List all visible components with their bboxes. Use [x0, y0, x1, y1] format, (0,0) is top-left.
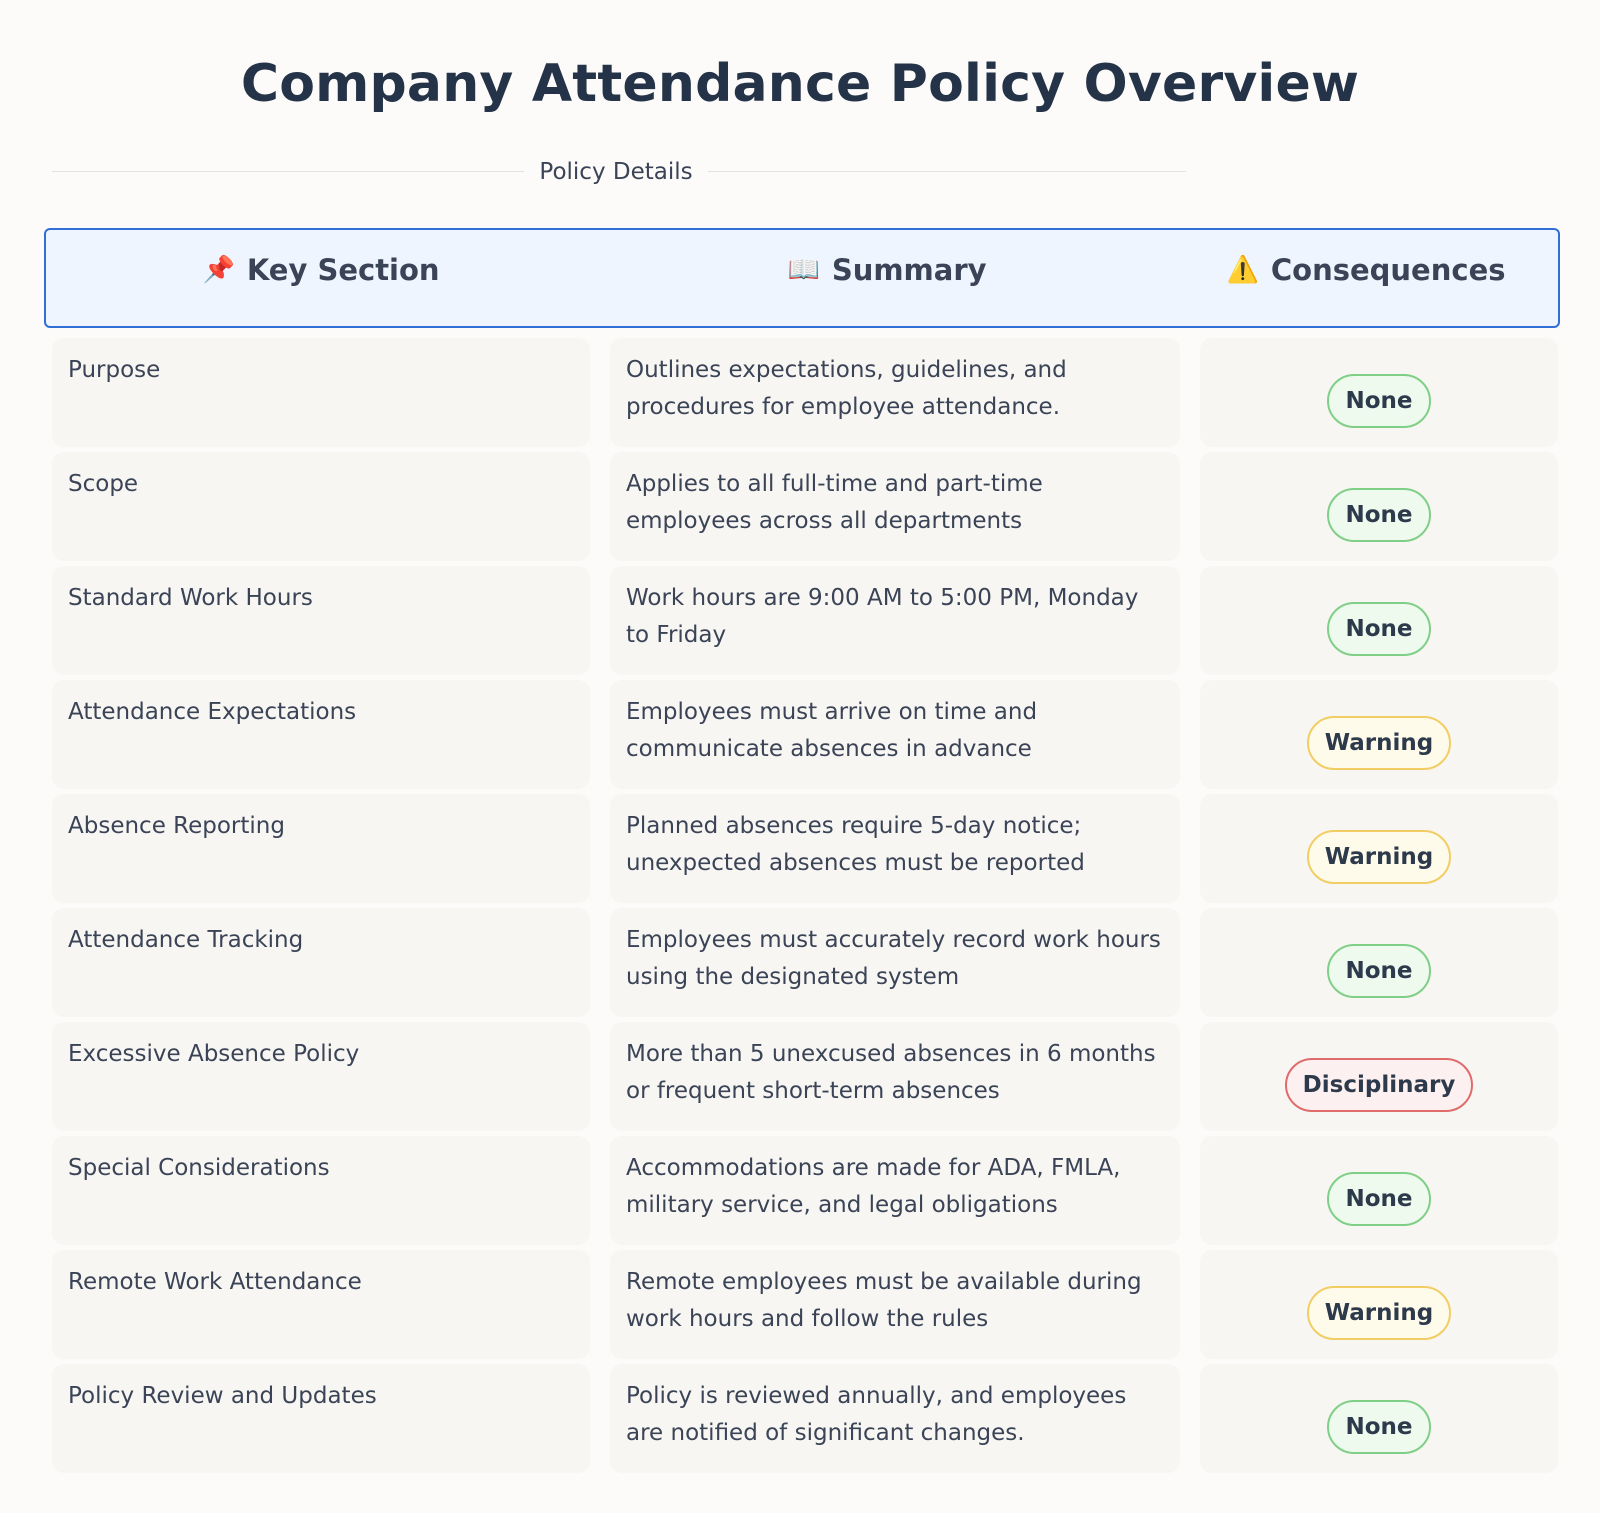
key-section-cell: Attendance Expectations — [52, 680, 590, 789]
consequence-badge: None — [1327, 601, 1431, 656]
consequence-cell: None — [1200, 908, 1558, 1017]
key-section-text: Remote Work Attendance — [68, 1269, 362, 1295]
summary-cell: Applies to all full-time and part-time e… — [610, 452, 1180, 561]
consequence-cell: Disciplinary — [1200, 1022, 1558, 1131]
column-header-label: Key Section — [246, 253, 440, 287]
summary-text: More than 5 unexcused absences in 6 mont… — [626, 1041, 1156, 1104]
consequence-cell: None — [1200, 452, 1558, 561]
summary-text: Work hours are 9:00 AM to 5:00 PM, Monda… — [626, 585, 1139, 648]
key-section-text: Attendance Tracking — [68, 927, 304, 953]
summary-cell: More than 5 unexcused absences in 6 mont… — [610, 1022, 1180, 1131]
summary-text: Employees must accurately record work ho… — [626, 927, 1161, 990]
key-section-text: Standard Work Hours — [68, 585, 313, 611]
key-section-text: Attendance Expectations — [68, 699, 357, 725]
column-header-label: Summary — [831, 253, 987, 287]
section-divider: Policy Details — [52, 150, 1186, 194]
summary-text: Policy is reviewed annually, and employe… — [626, 1383, 1127, 1446]
column-header-summary: 📖 Summary — [601, 250, 1173, 290]
column-header-key-section: 📌 Key Section — [54, 250, 588, 290]
table-row: Excessive Absence Policy More than 5 unex… — [52, 1022, 1558, 1131]
summary-text: Applies to all full-time and part-time e… — [626, 471, 1043, 534]
table-header: 📌 Key Section 📖 Summary ⚠️ Consequences — [44, 228, 1560, 328]
pushpin-icon: 📌 — [202, 255, 235, 285]
table-row: Standard Work Hours Work hours are 9:00 A… — [52, 566, 1558, 675]
key-section-text: Excessive Absence Policy — [68, 1041, 360, 1067]
column-header-label: Consequences — [1270, 253, 1506, 287]
consequence-cell: Warning — [1200, 680, 1558, 789]
table-row: Absence Reporting Planned absences requir… — [52, 794, 1558, 903]
key-section-text: Purpose — [68, 357, 161, 383]
column-header-consequences: ⚠️ Consequences — [1186, 250, 1546, 290]
summary-text: Remote employees must be available durin… — [626, 1269, 1142, 1332]
consequence-badge: None — [1327, 1171, 1431, 1226]
page-title: Company Attendance Policy Overview — [240, 54, 1360, 114]
summary-cell: Work hours are 9:00 AM to 5:00 PM, Monda… — [610, 566, 1180, 675]
summary-text: Planned absences require 5-day notice; u… — [626, 813, 1085, 876]
key-section-cell: Remote Work Attendance — [52, 1250, 590, 1359]
consequence-cell: None — [1200, 338, 1558, 447]
key-section-text: Scope — [68, 471, 139, 497]
key-section-cell: Standard Work Hours — [52, 566, 590, 675]
key-section-cell: Purpose — [52, 338, 590, 447]
table-row: Scope Applies to all full-time and part-t… — [52, 452, 1558, 561]
warning-icon: ⚠️ — [1226, 255, 1259, 285]
consequence-badge: Disciplinary — [1284, 1057, 1474, 1112]
open-book-icon: 📖 — [787, 255, 820, 285]
consequence-cell: Warning — [1200, 794, 1558, 903]
summary-cell: Accommodations are made for ADA, FMLA, m… — [610, 1136, 1180, 1245]
summary-text: Employees must arrive on time and commun… — [626, 699, 1038, 762]
consequence-badge: Warning — [1306, 1285, 1452, 1340]
key-section-cell: Policy Review and Updates — [52, 1364, 590, 1473]
key-section-text: Absence Reporting — [68, 813, 285, 839]
consequence-badge: None — [1327, 487, 1431, 542]
summary-cell: Employees must arrive on time and commun… — [610, 680, 1180, 789]
summary-cell: Outlines expectations, guidelines, and p… — [610, 338, 1180, 447]
table-row: Remote Work Attendance Remote employees m… — [52, 1250, 1558, 1359]
divider-line-right — [708, 171, 1186, 172]
summary-cell: Employees must accurately record work ho… — [610, 908, 1180, 1017]
consequence-badge: Warning — [1306, 829, 1452, 884]
summary-text: Outlines expectations, guidelines, and p… — [626, 357, 1067, 420]
consequence-badge: None — [1327, 373, 1431, 428]
key-section-cell: Attendance Tracking — [52, 908, 590, 1017]
consequence-cell: None — [1200, 566, 1558, 675]
key-section-cell: Special Considerations — [52, 1136, 590, 1245]
key-section-text: Special Considerations — [68, 1155, 330, 1181]
table-row: Attendance Tracking Employees must accura… — [52, 908, 1558, 1017]
table-row: Special Considerations Accommodations are… — [52, 1136, 1558, 1245]
key-section-cell: Excessive Absence Policy — [52, 1022, 590, 1131]
summary-cell: Remote employees must be available durin… — [610, 1250, 1180, 1359]
key-section-text: Policy Review and Updates — [68, 1383, 377, 1409]
consequence-cell: None — [1200, 1364, 1558, 1473]
summary-text: Accommodations are made for ADA, FMLA, m… — [626, 1155, 1121, 1218]
divider-line-left — [52, 171, 524, 172]
summary-cell: Policy is reviewed annually, and employe… — [610, 1364, 1180, 1473]
table-row: Purpose Outlines expectations, guidelines… — [52, 338, 1558, 447]
summary-cell: Planned absences require 5-day notice; u… — [610, 794, 1180, 903]
consequence-badge: None — [1327, 1399, 1431, 1454]
consequence-cell: Warning — [1200, 1250, 1558, 1359]
table-row: Policy Review and Updates Policy is revie… — [52, 1364, 1558, 1473]
table-row: Attendance Expectations Employees must ar… — [52, 680, 1558, 789]
section-label: Policy Details — [539, 159, 693, 185]
key-section-cell: Scope — [52, 452, 590, 561]
consequence-badge: None — [1327, 943, 1431, 998]
consequence-badge: Warning — [1306, 715, 1452, 770]
key-section-cell: Absence Reporting — [52, 794, 590, 903]
consequence-cell: None — [1200, 1136, 1558, 1245]
